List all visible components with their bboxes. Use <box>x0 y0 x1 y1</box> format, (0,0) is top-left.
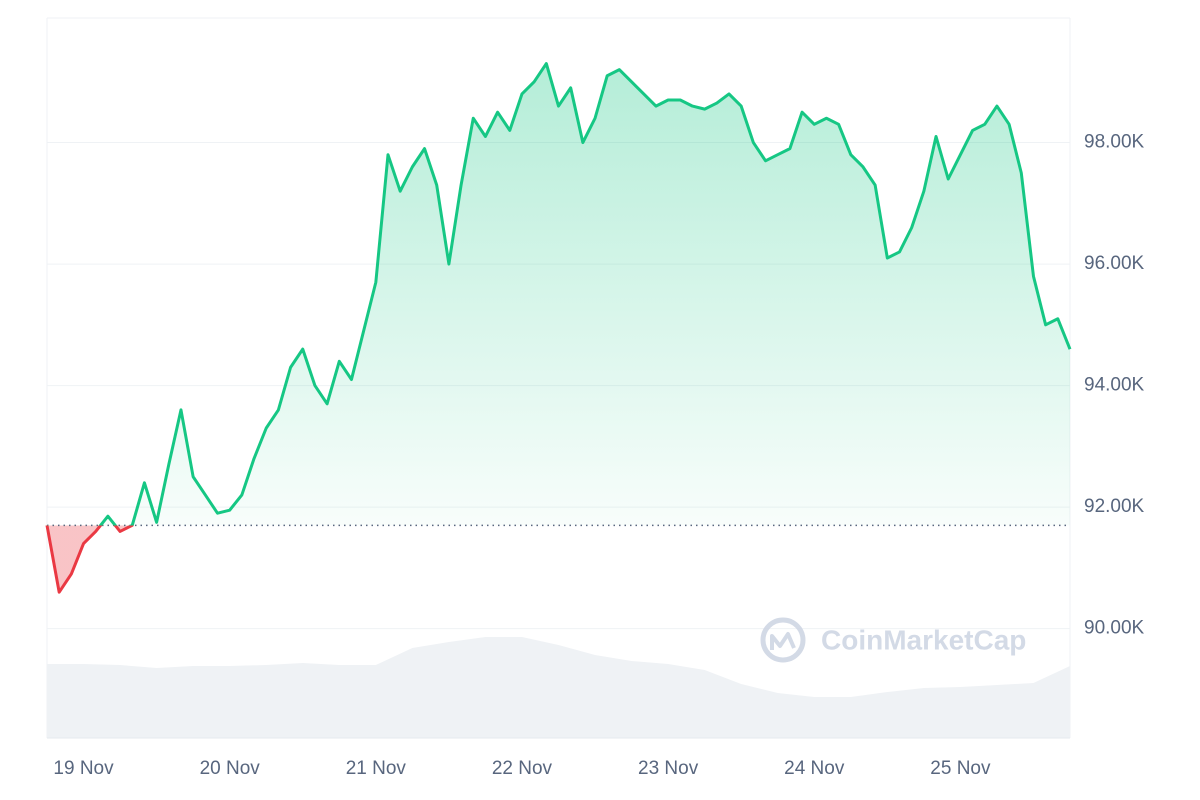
x-tick-label: 21 Nov <box>346 758 407 779</box>
y-tick-label: 94.00K <box>1084 375 1145 396</box>
watermark-logo <box>760 617 806 663</box>
watermark-logo-mark <box>770 632 796 650</box>
volume-layer <box>47 637 1070 738</box>
y-tick-label: 96.00K <box>1084 253 1145 274</box>
price-area <box>47 63 1070 593</box>
y-tick-label: 92.00K <box>1084 496 1145 517</box>
price-line <box>45 62 1072 594</box>
x-tick-label: 25 Nov <box>930 758 991 779</box>
price-layer <box>45 62 1072 594</box>
y-tick-label: 98.00K <box>1084 132 1145 153</box>
x-tick-label: 24 Nov <box>784 758 845 779</box>
watermark: CoinMarketCap <box>760 617 1026 663</box>
watermark-text: CoinMarketCap <box>821 624 1026 655</box>
volume-area <box>47 637 1070 738</box>
x-tick-label: 22 Nov <box>492 758 553 779</box>
x-tick-label: 23 Nov <box>638 758 699 779</box>
y-tick-label: 90.00K <box>1084 618 1145 639</box>
x-tick-label: 20 Nov <box>200 758 261 779</box>
x-tick-label: 19 Nov <box>53 758 114 779</box>
